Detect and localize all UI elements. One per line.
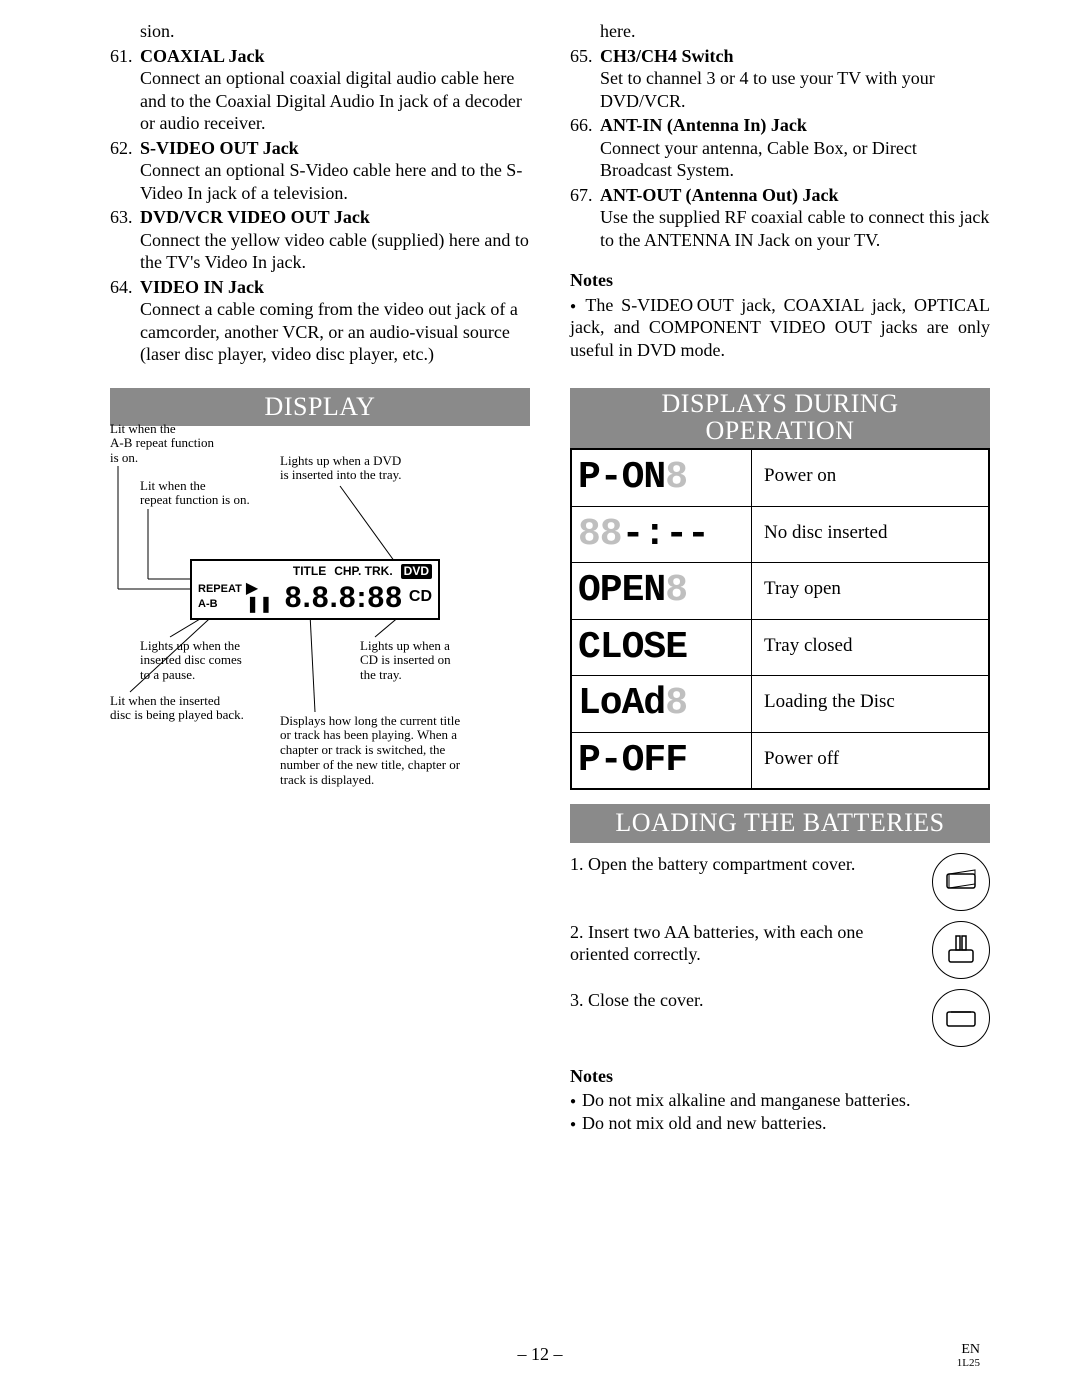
page-number: – 12 – (0, 1343, 1080, 1366)
lcd-chp: CHP. TRK. (334, 564, 392, 579)
item-body: Connect an optional S-Video cable here a… (140, 159, 530, 204)
lcd-ab: A-B (198, 599, 242, 610)
ops-table: P-ON8 Power on 88-:-- No disc inserted O… (570, 448, 990, 790)
middle-columns: DISPLAY Lit when the A-B repeat function… (110, 374, 990, 1135)
item-here: here. (570, 20, 990, 43)
item-63: 63. DVD/VCR VIDEO OUT Jack Connect the y… (110, 206, 530, 274)
item-62: 62. S-VIDEO OUT Jack Connect an optional… (110, 137, 530, 205)
seg-dim: 88 (578, 513, 622, 556)
lcd-digits: 8.8.8:88 (285, 579, 403, 617)
display-section: DISPLAY Lit when the A-B repeat function… (110, 374, 530, 814)
op-label: No disc inserted (752, 507, 988, 563)
batteries-note: Do not mix alkaline and manganese batter… (570, 1089, 990, 1112)
item-sion: sion. (110, 20, 530, 43)
footer-right: EN 1L25 (957, 1342, 980, 1369)
footer-lang: EN (957, 1342, 980, 1357)
ops-header: DISPLAYS DURING OPERATION (570, 388, 990, 449)
item-61: 61. COAXIAL Jack Connect an optional coa… (110, 45, 530, 135)
battery-step: 1. Open the battery compartment cover. (570, 853, 990, 911)
op-row: P-OFF Power off (572, 732, 988, 789)
op-label: Tray closed (752, 620, 988, 676)
item-65: 65. CH3/CH4 Switch Set to channel 3 or 4… (570, 45, 990, 113)
seg: P-ON (578, 456, 665, 499)
lcd-cd: CD (409, 587, 432, 607)
item-heading: ANT-IN (Antenna In) Jack (600, 114, 990, 137)
batteries-header: LOADING THE BATTERIES (570, 804, 990, 843)
item-number: 64. (110, 276, 140, 366)
op-row: OPEN8 Tray open (572, 562, 988, 619)
battery-step: 2. Insert two AA batteries, with each on… (570, 921, 990, 979)
lcd-panel: TITLE CHP. TRK. DVD REPEAT A-B ▶ ❚❚ 8.8.… (190, 559, 440, 621)
battery-open-icon (932, 853, 990, 911)
step-num: 2. (570, 922, 584, 942)
item-body: Connect an optional coaxial digital audi… (140, 67, 530, 135)
item-number: 67. (570, 184, 600, 252)
top-columns: sion. 61. COAXIAL Jack Connect an option… (110, 20, 990, 368)
footer-code: 1L25 (957, 1357, 980, 1369)
item-heading: VIDEO IN Jack (140, 276, 530, 299)
lcd-dvd: DVD (401, 564, 432, 579)
op-row: LoAd8 Loading the Disc (572, 675, 988, 732)
item-body: Use the supplied RF coaxial cable to con… (600, 206, 990, 251)
play-pause-icon: ▶ ❚❚ (246, 581, 281, 613)
item-64: 64. VIDEO IN Jack Connect a cable coming… (110, 276, 530, 366)
step-text: Open the battery compartment cover. (588, 854, 855, 874)
batteries-notes-heading: Notes (570, 1065, 990, 1088)
lcd-repeat: REPEAT (198, 584, 242, 595)
op-label: Tray open (752, 563, 988, 619)
seg: OPEN (578, 569, 665, 612)
item-number: 63. (110, 206, 140, 274)
notes-heading: Notes (570, 269, 990, 292)
step-text: Insert two AA batteries, with each one o… (570, 922, 863, 965)
item-heading: ANT-OUT (Antenna Out) Jack (600, 184, 990, 207)
battery-close-icon (932, 989, 990, 1047)
batteries-block: 1. Open the battery compartment cover. 2… (570, 853, 990, 1047)
text: here. (600, 20, 990, 43)
op-label: Loading the Disc (752, 676, 988, 732)
seg: LoAd (578, 682, 665, 725)
right-column: here. 65. CH3/CH4 Switch Set to channel … (570, 20, 990, 368)
op-row: 88-:-- No disc inserted (572, 506, 988, 563)
item-number: 62. (110, 137, 140, 205)
lcd-title: TITLE (293, 564, 326, 579)
item-body: Set to channel 3 or 4 to use your TV wit… (600, 67, 990, 112)
text: sion. (140, 20, 530, 43)
item-body: Connect your antenna, Cable Box, or Dire… (600, 137, 990, 182)
item-67: 67. ANT-OUT (Antenna Out) Jack Use the s… (570, 184, 990, 252)
op-row: CLOSE Tray closed (572, 619, 988, 676)
step-num: 3. (570, 990, 584, 1010)
item-body: Connect a cable coming from the video ou… (140, 298, 530, 366)
ops-section: DISPLAYS DURING OPERATION P-ON8 Power on… (570, 374, 990, 1135)
item-number: 61. (110, 45, 140, 135)
item-heading: DVD/VCR VIDEO OUT Jack (140, 206, 530, 229)
item-heading: CH3/CH4 Switch (600, 45, 990, 68)
battery-insert-icon (932, 921, 990, 979)
item-66: 66. ANT-IN (Antenna In) Jack Connect you… (570, 114, 990, 182)
item-number: 65. (570, 45, 600, 113)
seg-dim: 8 (665, 682, 687, 725)
seg: P-OFF (578, 737, 687, 785)
step-num: 1. (570, 854, 584, 874)
left-column: sion. 61. COAXIAL Jack Connect an option… (110, 20, 530, 368)
item-heading: COAXIAL Jack (140, 45, 530, 68)
item-body: Connect the yellow video cable (supplied… (140, 229, 530, 274)
battery-step: 3. Close the cover. (570, 989, 990, 1047)
batteries-note: Do not mix old and new batteries. (570, 1112, 990, 1135)
seg: CLOSE (578, 624, 687, 672)
item-heading: S-VIDEO OUT Jack (140, 137, 530, 160)
notes-text: The S-VIDEO OUT jack, COAXIAL jack, OPTI… (570, 294, 990, 362)
item-number: 66. (570, 114, 600, 182)
op-row: P-ON8 Power on (572, 448, 988, 506)
seg-dim: 8 (665, 456, 687, 499)
seg-dim: 8 (665, 569, 687, 612)
op-label: Power on (752, 450, 988, 506)
op-label: Power off (752, 733, 988, 789)
step-text: Close the cover. (588, 990, 703, 1010)
seg: -:-- (622, 513, 709, 556)
